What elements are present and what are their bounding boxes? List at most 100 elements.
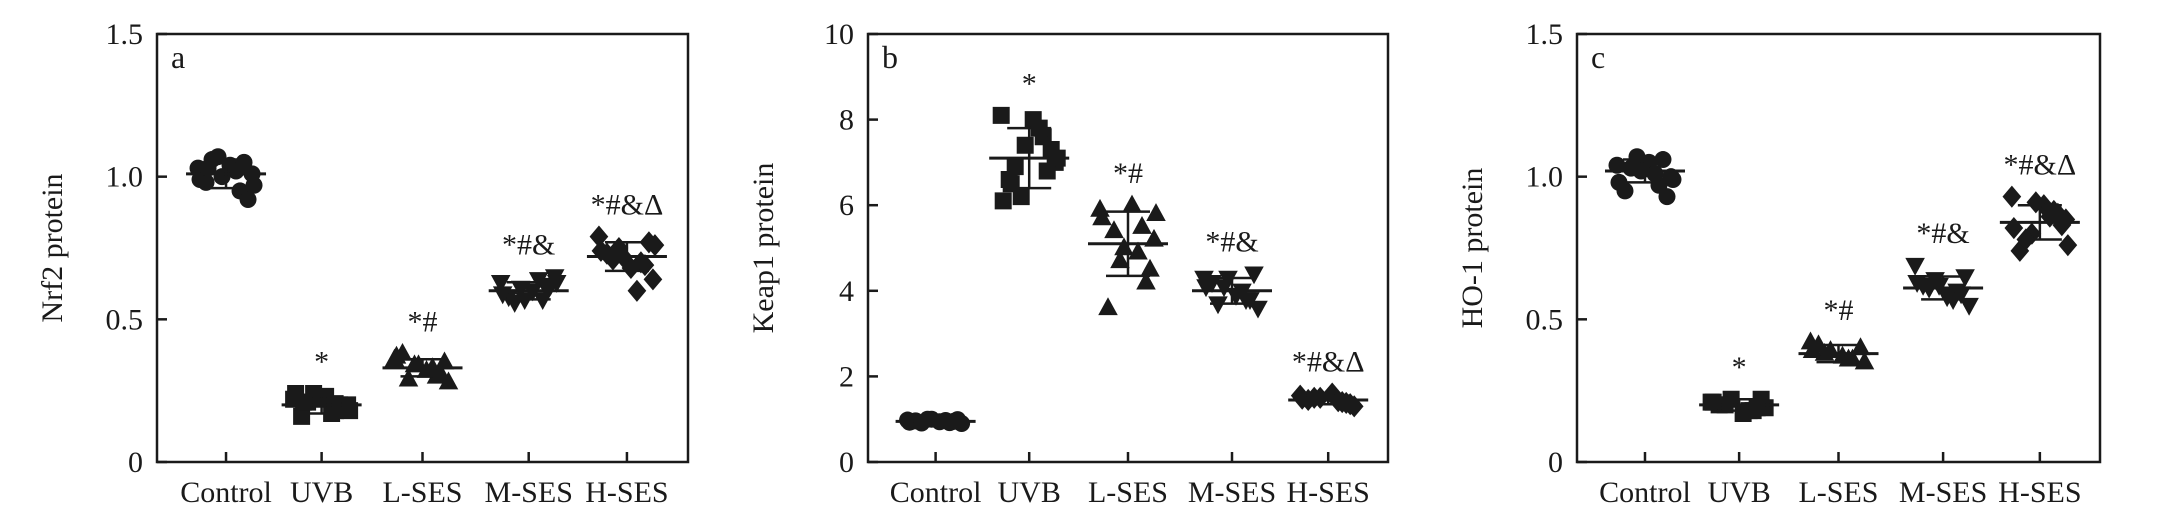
x-category-label: L-SES xyxy=(1088,476,1168,509)
data-point xyxy=(1748,399,1766,417)
y-tick-label: 1.5 xyxy=(106,18,144,51)
data-point xyxy=(2026,191,2046,214)
data-point xyxy=(1664,171,1682,189)
x-category-label: M-SES xyxy=(1188,476,1276,509)
data-point xyxy=(1959,297,1979,316)
data-point xyxy=(1012,188,1030,206)
data-point xyxy=(1646,165,1664,183)
data-point xyxy=(645,234,665,257)
y-axis-title: HO-1 protein xyxy=(1456,168,1489,329)
y-tick-label: 6 xyxy=(839,189,854,222)
panel-c: 0 0.5 1.0 1.5 HO-1 protein c Control UVB * L-SES *… xyxy=(1456,18,2102,509)
data-point xyxy=(1248,300,1268,319)
data-point xyxy=(1098,297,1118,316)
significance-label: * xyxy=(314,346,329,379)
data-point xyxy=(1704,393,1722,411)
x-category-label: UVB xyxy=(290,476,353,509)
data-point xyxy=(1658,188,1676,206)
data-point xyxy=(293,407,311,425)
data-point xyxy=(1140,258,1160,277)
x-category-label: Control xyxy=(1599,476,1691,509)
data-point xyxy=(994,192,1012,210)
significance-label: * xyxy=(1732,351,1747,384)
x-category-label: UVB xyxy=(998,476,1061,509)
x-category-label: H-SES xyxy=(1998,476,2081,509)
data-point xyxy=(1955,269,1975,288)
data-point xyxy=(1905,257,1925,276)
data-point xyxy=(1336,391,1356,414)
panel-b: 0 2 4 6 8 10 Keap1 protein b Control UVB * L-SES *# M… xyxy=(747,18,1390,509)
significance-label: *#& xyxy=(1205,226,1258,259)
data-point xyxy=(1208,296,1228,315)
data-point xyxy=(1132,215,1152,234)
y-axis-title: Nrf2 protein xyxy=(36,173,69,322)
data-point xyxy=(1002,175,1020,193)
data-point xyxy=(1218,270,1238,289)
data-point xyxy=(627,279,647,302)
data-point xyxy=(1951,286,1971,305)
data-point xyxy=(1610,173,1628,191)
data-point xyxy=(643,268,663,291)
data-point xyxy=(1244,266,1264,285)
data-point xyxy=(2002,185,2022,208)
data-point xyxy=(992,106,1010,124)
significance-label: *# xyxy=(408,306,438,339)
data-point xyxy=(2010,239,2030,262)
y-tick-label: 1.0 xyxy=(1526,161,1564,194)
x-category-label: H-SES xyxy=(585,476,668,509)
data-point xyxy=(1854,351,1875,370)
x-category-label: L-SES xyxy=(1798,476,1878,509)
significance-label: *#&Δ xyxy=(2004,149,2077,182)
panel-letter: b xyxy=(882,39,898,75)
significance-label: *#& xyxy=(1916,217,1969,250)
data-point xyxy=(1122,194,1142,213)
data-point xyxy=(1110,250,1130,269)
significance-label: *# xyxy=(1824,294,1854,327)
data-point xyxy=(235,153,253,171)
significance-label: *#&Δ xyxy=(1292,346,1365,379)
y-tick-label: 0.5 xyxy=(1526,303,1564,336)
x-category-label: UVB xyxy=(1707,476,1770,509)
x-category-label: Control xyxy=(180,476,272,509)
data-point xyxy=(239,190,257,208)
y-axis-title: Keap1 protein xyxy=(747,163,780,334)
significance-label: *#& xyxy=(502,229,555,262)
data-point xyxy=(490,275,511,293)
y-tick-label: 10 xyxy=(824,18,854,51)
data-point xyxy=(1146,203,1166,221)
significance-label: *#&Δ xyxy=(591,189,664,222)
y-tick-label: 1.0 xyxy=(106,161,144,194)
data-point xyxy=(2058,234,2078,257)
y-tick-label: 0 xyxy=(1548,446,1563,479)
panel-a: 0 0.5 1.0 1.5 Nrf2 protein a Control UVB * L-SES *… xyxy=(36,18,690,509)
data-point xyxy=(245,176,263,194)
x-category-label: M-SES xyxy=(485,476,573,509)
data-point xyxy=(1240,292,1260,310)
x-category-label: L-SES xyxy=(382,476,462,509)
x-category-label: M-SES xyxy=(1899,476,1987,509)
y-tick-label: 0 xyxy=(839,446,854,479)
x-category-label: H-SES xyxy=(1287,476,1370,509)
data-point xyxy=(1144,228,1164,247)
panel-letter: a xyxy=(171,39,185,75)
data-point xyxy=(589,225,609,248)
y-tick-label: 0.5 xyxy=(106,303,144,336)
data-point xyxy=(2048,202,2068,225)
significance-label: *# xyxy=(1113,157,1143,190)
y-tick-label: 1.5 xyxy=(1526,18,1564,51)
data-point xyxy=(1006,158,1024,176)
data-point xyxy=(2004,216,2024,240)
data-point xyxy=(2022,222,2042,245)
data-point xyxy=(546,275,567,293)
data-point xyxy=(1907,275,1927,293)
y-tick-label: 8 xyxy=(839,104,854,137)
x-category-label: Control xyxy=(890,476,982,509)
data-point xyxy=(1104,220,1124,239)
y-tick-label: 4 xyxy=(839,275,854,308)
y-tick-label: 2 xyxy=(839,360,854,393)
data-point xyxy=(1038,162,1056,180)
data-point xyxy=(1196,279,1216,298)
data-point xyxy=(635,254,655,277)
